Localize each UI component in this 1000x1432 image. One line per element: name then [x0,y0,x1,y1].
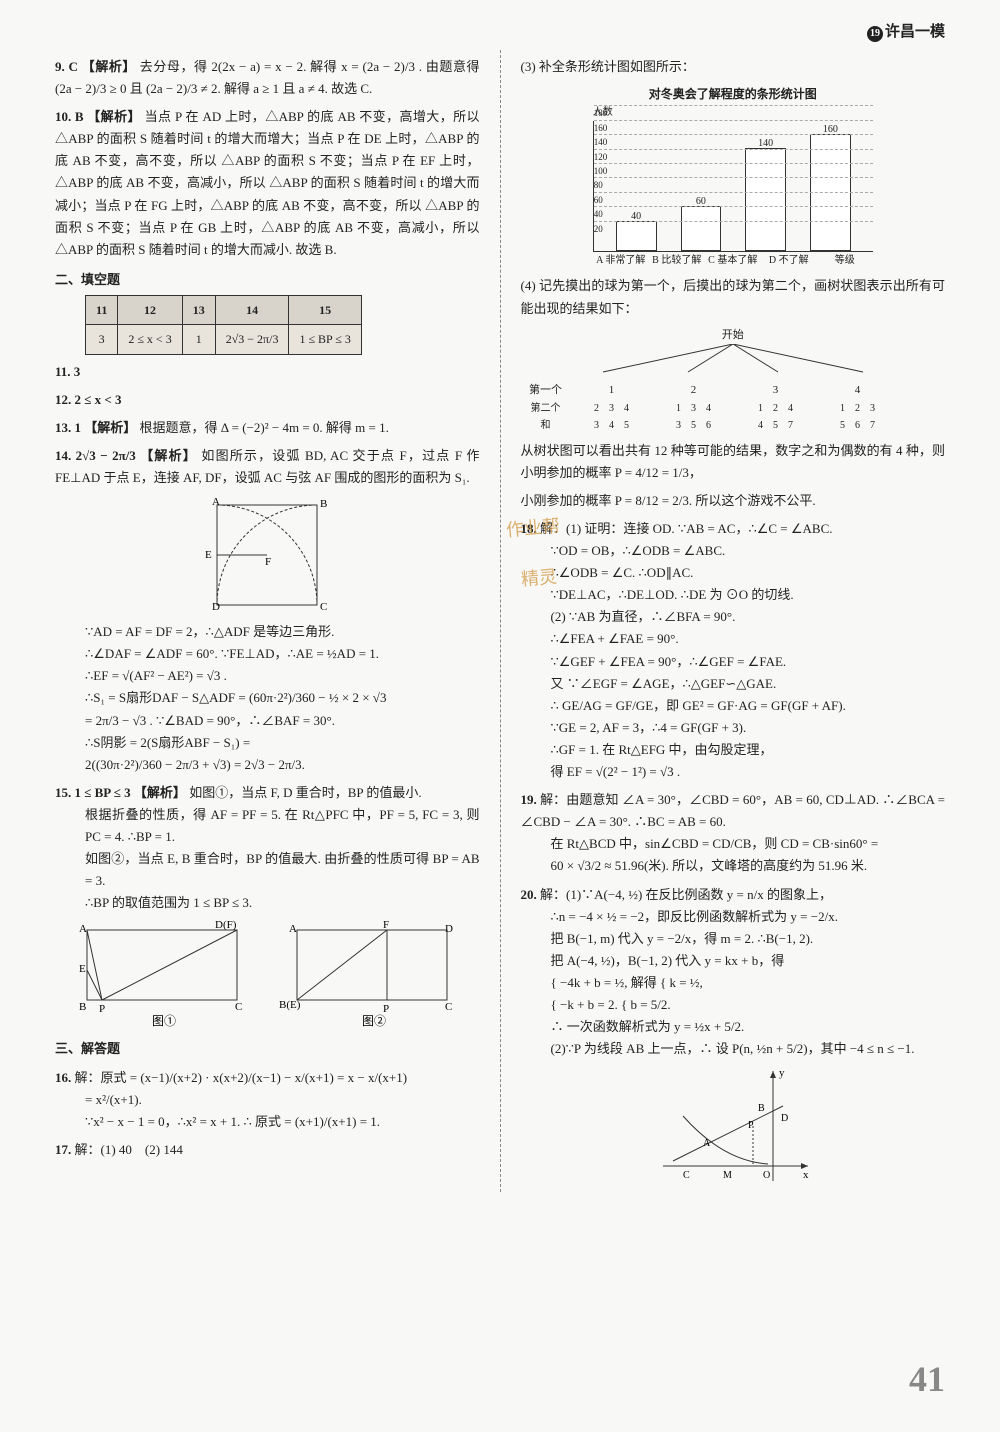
answer-table: 1112131415 32 ≤ x < 312√3 − 2π/31 ≤ BP ≤… [85,295,362,355]
coord-graph: x y C M O P A B D [653,1066,813,1186]
svg-text:A: A [79,923,87,935]
section-2: 二、填空题 [55,269,480,291]
badge-num: 19 [867,26,883,42]
q9: 9. C 【解析】 去分母，得 2(2x − a) = x − 2. 解得 x … [55,56,480,100]
q17-5: 从树状图可以看出共有 12 种等可能的结果，数字之和为偶数的有 4 种，则小明参… [521,440,946,484]
q11: 11. 3 [55,361,480,383]
svg-text:图②: 图② [362,1014,386,1028]
svg-text:F: F [265,556,271,568]
svg-text:B(E): B(E) [279,999,301,1011]
square-arc-diagram: A B D C E F [197,495,337,615]
svg-text:D: D [781,1113,788,1124]
q18: 作业帮 精灵 18. 解：(1) 证明：连接 OD. ∵AB = AC，∴∠C … [521,518,946,783]
right-column: (3) 补全条形统计图如图所示： 对冬奥会了解程度的条形统计图 人数 20406… [521,50,946,1192]
svg-text:x: x [803,1169,809,1181]
q12: 12. 2 ≤ x < 3 [55,389,480,411]
watermark-2: 精灵 [519,562,558,596]
q17-6: 小刚参加的概率 P = 8/12 = 2/3. 所以这个游戏不公平. [521,490,946,512]
svg-text:A: A [289,923,297,935]
q17: 17. 解：(1) 40 (2) 144 [55,1139,480,1161]
svg-text:D: D [212,601,220,613]
svg-text:F: F [383,920,389,931]
svg-text:C: C [445,1001,452,1013]
svg-text:B: B [79,1001,86,1013]
page-number: 41 [909,1349,945,1410]
q10: 10. B 【解析】 当点 P 在 AD 上时，△ABP 的底 AB 不变，高增… [55,106,480,261]
q15: 15. 1 ≤ BP ≤ 3 【解析】 如图①，当点 F, D 重合时，BP 的… [55,782,480,1031]
left-column: 9. C 【解析】 去分母，得 2(2x − a) = x − 2. 解得 x … [55,50,480,1192]
svg-text:A: A [212,496,220,508]
q15-figures: AD(F) EB PC 图① AFD B(E)PC 图② [55,920,480,1030]
q16: 16. 解：原式 = (x−1)/(x+2) · x(x+2)/(x−1) − … [55,1067,480,1133]
svg-text:P: P [99,1003,105,1015]
q20: 20. 解：(1)∵A(−4, ½) 在反比例函数 y = n/x 的图象上， … [521,884,946,1187]
svg-text:B: B [758,1103,765,1114]
svg-text:E: E [79,963,86,975]
svg-text:图①: 图① [152,1014,176,1028]
svg-text:D(F): D(F) [215,920,237,931]
q13: 13. 1 【解析】 根据题意，得 Δ = (−2)² − 4m = 0. 解得… [55,417,480,439]
q14-figure: A B D C E F [55,495,480,615]
tree-diagram: 开始 第一个1234 第二个2 3 41 3 41 2 41 2 3 和3 4 … [521,326,946,434]
q19: 19. 解：由题意知 ∠A = 30°，∠CBD = 60°，AB = 60, … [521,789,946,877]
svg-text:y: y [779,1067,785,1079]
q17-4: (4) 记先摸出的球为第一个，后摸出的球为第二个，画树状图表示出所有可能出现的结… [521,275,946,319]
bar-chart: 对冬奥会了解程度的条形统计图 人数 2040608010012014016018… [593,84,873,269]
svg-text:M: M [723,1170,732,1181]
svg-text:C: C [235,1001,242,1013]
watermark-1: 作业帮 [504,511,560,546]
svg-text:C: C [683,1170,690,1181]
tree-branches-1 [543,344,923,374]
tree-root: 开始 [521,326,946,345]
svg-text:C: C [320,601,327,613]
header-title: 许昌一模 [885,24,945,40]
chart-title: 对冬奥会了解程度的条形统计图 [593,84,873,104]
svg-text:E: E [205,549,212,561]
column-divider [500,50,501,1192]
q17-3: (3) 补全条形统计图如图所示： [521,56,946,78]
q14: 14. 2√3 − 2π/3 【解析】 如图所示，设弧 BD, AC 交于点 F… [55,445,480,776]
svg-text:B: B [320,498,327,510]
q20-figure: x y C M O P A B D [521,1066,946,1186]
section-3: 三、解答题 [55,1038,480,1060]
page-header: 19许昌一模 [867,20,945,46]
svg-text:A: A [703,1138,711,1149]
svg-text:O: O [763,1170,770,1181]
fold-diagrams: AD(F) EB PC 图① AFD B(E)PC 图② [67,920,467,1030]
svg-text:D: D [445,923,453,935]
svg-text:P: P [748,1120,754,1131]
